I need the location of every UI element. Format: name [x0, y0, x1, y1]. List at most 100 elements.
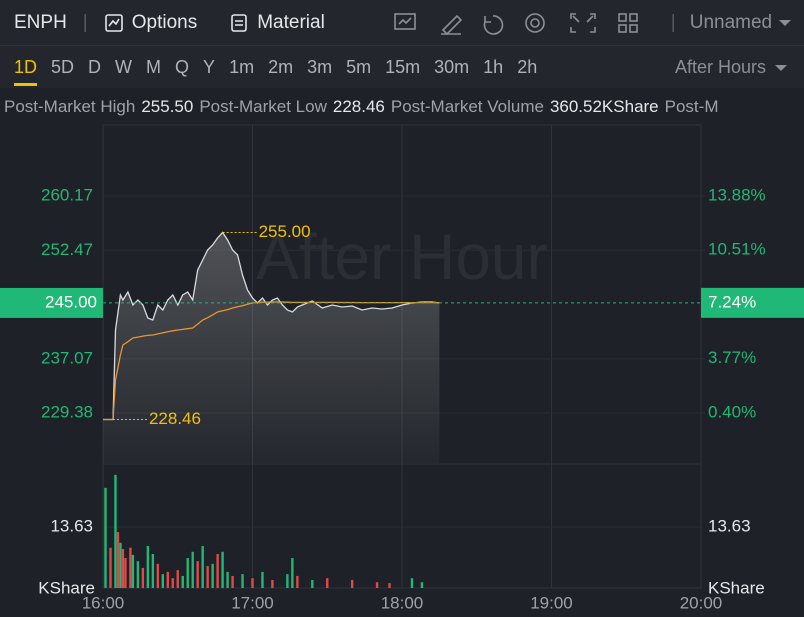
timeframes: 1D 5D D W M Q Y 1m 2m 3m 5m 15m 30m 1h 2h: [0, 49, 537, 86]
stats-bar: Post-Market High 255.50 Post-Market Low 228…: [0, 88, 804, 125]
stat-label: Post-Market Low: [199, 96, 327, 116]
volume-bar: [136, 561, 140, 588]
volume-bar: [104, 487, 107, 588]
volume-bar: [176, 570, 179, 588]
volume-bar: [114, 474, 117, 588]
y2-tick-label: 3.77%: [708, 348, 756, 367]
stat-value: 255.50: [141, 96, 194, 116]
volume-bar: [420, 582, 424, 588]
volume-bar: [375, 582, 379, 588]
timeframe[interactable]: 15m: [385, 57, 421, 77]
series-line: [103, 301, 440, 421]
volume-bar: [261, 571, 264, 588]
options-icon[interactable]: [104, 13, 124, 33]
volume-bar: [311, 579, 314, 588]
volume-bar: [119, 542, 122, 588]
menu-item[interactable]: Material: [257, 11, 325, 33]
y2-tick-label: 13.88%: [708, 185, 766, 204]
volume-bar: [216, 554, 219, 588]
volume-bar: [171, 578, 174, 588]
stat-label: Post-Market Volume: [390, 96, 544, 116]
volume-bar: [141, 567, 145, 588]
y-tick-label: 260.17: [41, 185, 93, 204]
timeframe[interactable]: 1D: [14, 49, 38, 86]
last-change-label: 7.24%: [708, 292, 756, 311]
symbol[interactable]: ENPH: [14, 11, 67, 33]
volume-bar: [296, 575, 299, 588]
timeframe[interactable]: 1h: [483, 57, 504, 77]
volume-bar: [124, 558, 127, 588]
stat-value: 360.52KShare: [549, 96, 659, 116]
volume-bar: [271, 579, 274, 588]
low-label: 228.46: [149, 409, 201, 428]
x-tick-label: 17:00: [231, 593, 274, 612]
timeframe[interactable]: 2m: [268, 57, 294, 77]
timeframe[interactable]: 5D: [51, 57, 75, 77]
volume-bar: [161, 574, 164, 588]
toolbar: ENPH | Options Material | Unnamed: [0, 0, 804, 45]
timeframe[interactable]: D: [88, 57, 102, 77]
volume-bar: [410, 578, 414, 588]
x-tick-label: 16:00: [82, 593, 125, 612]
volume-bar: [241, 574, 244, 588]
y-tick-label: 229.38: [41, 403, 93, 422]
y2-tick-label: 10.51%: [708, 240, 766, 259]
volume-bar: [116, 532, 120, 588]
volume-bar: [251, 578, 254, 588]
volume-bar: [226, 571, 229, 588]
volume-bar: [109, 547, 112, 588]
stat-label: Post-Market High: [4, 96, 136, 116]
y-tick-label: 237.07: [41, 348, 93, 367]
x-tick-label: 18:00: [381, 593, 424, 612]
volume-bar: [186, 558, 189, 588]
volume-bar: [181, 575, 184, 588]
volume-bar: [201, 545, 204, 588]
volume-bar: [131, 554, 135, 588]
tool-icons[interactable]: [393, 10, 663, 36]
timeframe[interactable]: M: [146, 57, 162, 77]
timeframe[interactable]: 3m: [307, 57, 333, 77]
x-tick-label: 20:00: [680, 593, 723, 612]
dropdown-icon[interactable]: [774, 63, 788, 73]
layout-name[interactable]: Unnamed: [689, 11, 773, 33]
x-tick-label: 19:00: [530, 593, 573, 612]
session[interactable]: After Hours: [674, 57, 766, 77]
timeframe[interactable]: 5m: [346, 57, 372, 77]
volume-bar: [221, 551, 224, 588]
volume-bar: [231, 575, 234, 588]
material-icon[interactable]: [229, 13, 249, 33]
volume-bar: [206, 566, 209, 588]
volume-bar: [196, 561, 199, 588]
dropdown-icon[interactable]: [778, 18, 792, 28]
timeframe[interactable]: 1m: [229, 57, 255, 77]
volume-bar: [146, 545, 150, 588]
last-price-box: [0, 287, 103, 318]
series-line: [103, 231, 440, 421]
volume-bar: [156, 563, 160, 588]
volume-bar: [326, 578, 329, 588]
unit-label: KShare: [38, 578, 95, 597]
unit-label: KShare: [708, 578, 765, 597]
timeframe[interactable]: 30m: [434, 57, 470, 77]
price-area: [103, 232, 440, 463]
volume-bar: [166, 571, 169, 588]
y2-tick-label: 13.63: [708, 517, 751, 536]
volume-bar: [211, 563, 214, 588]
timeframe[interactable]: 2h: [517, 57, 538, 77]
timeframe[interactable]: Q: [175, 57, 190, 77]
volume-bar: [350, 579, 354, 588]
y-tick-label: 252.47: [41, 240, 93, 259]
timeframe[interactable]: Y: [203, 57, 216, 77]
timeframe-bar: 1D 5D D W M Q Y 1m 2m 3m 5m 15m 30m 1h 2h After Hours: [0, 45, 804, 89]
last-change-box: [701, 287, 804, 318]
volume-bar: [388, 583, 391, 588]
last-price-label: 245.00: [45, 292, 97, 311]
volume-bar: [291, 558, 294, 588]
menu-item[interactable]: Options: [131, 11, 198, 33]
y-tick-label: 13.63: [50, 517, 93, 536]
timeframe[interactable]: W: [115, 57, 133, 77]
volume-bar: [121, 549, 125, 588]
high-label: 255.00: [259, 222, 311, 241]
volume-bar: [151, 554, 155, 588]
